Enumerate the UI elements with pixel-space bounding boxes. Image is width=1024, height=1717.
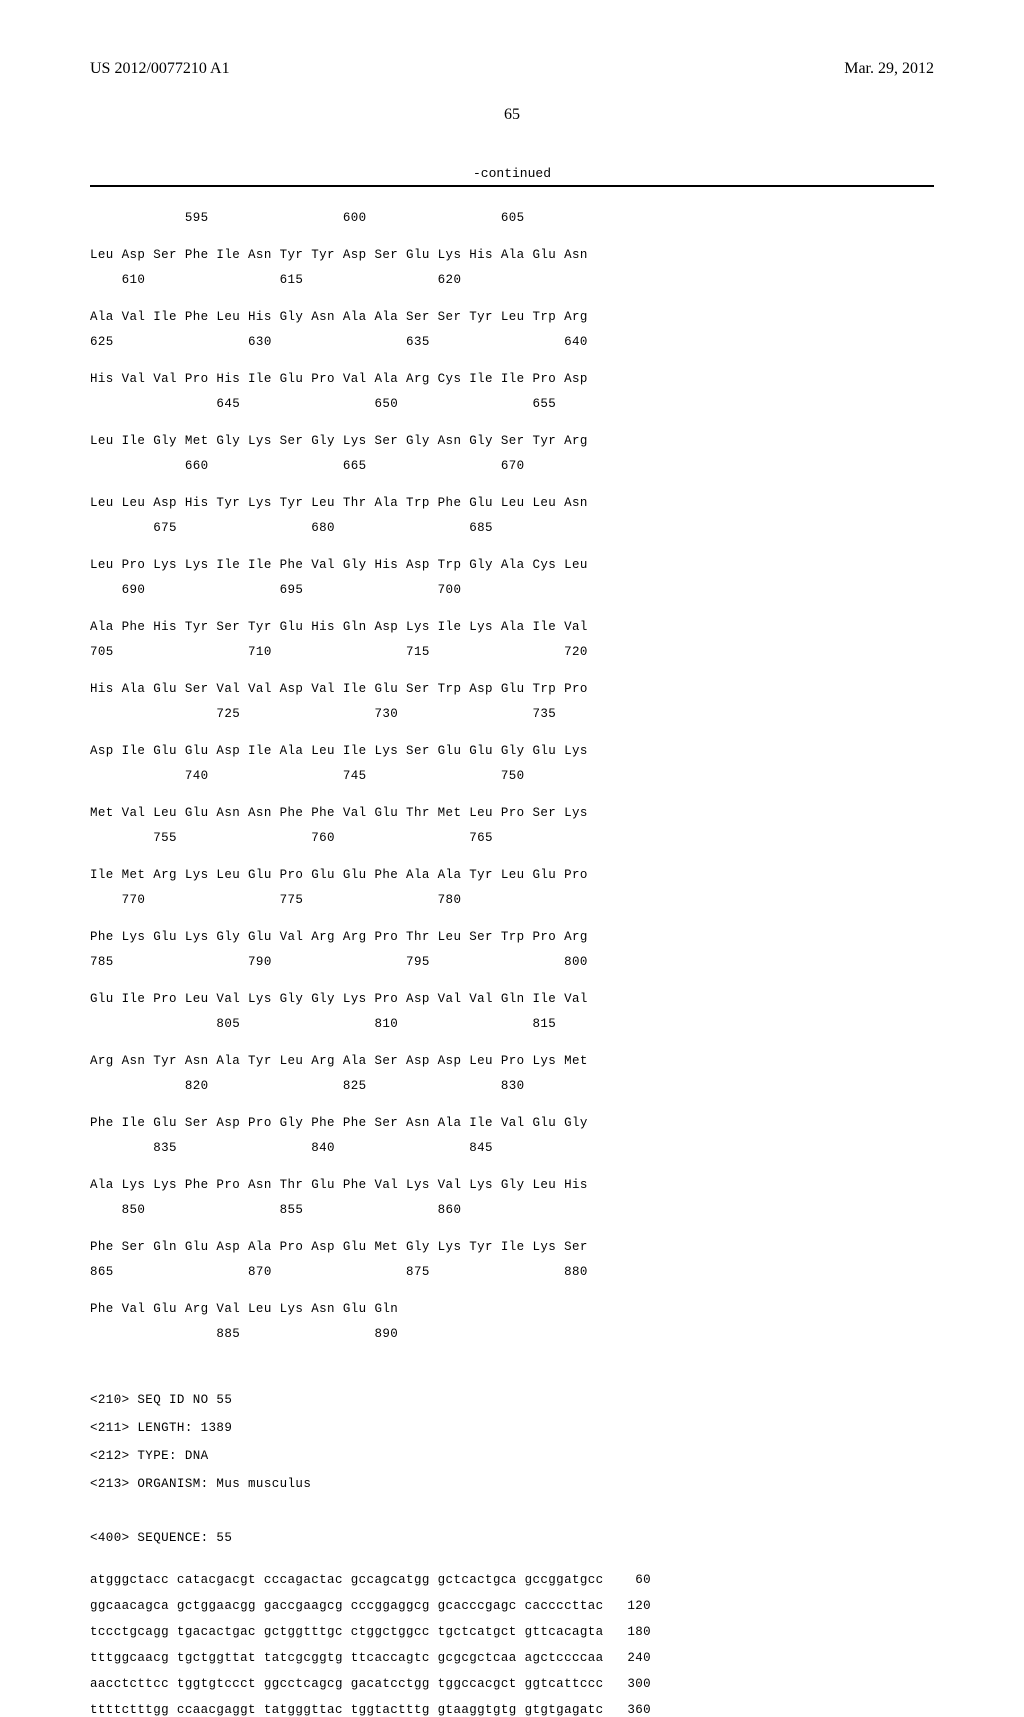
page-number: 65 (90, 106, 934, 124)
amino-acid-row: Ala Val Ile Phe Leu His Gly Asn Ala Ala … (90, 311, 934, 324)
dna-row: atgggctacc catacgacgt cccagactac gccagca… (90, 1573, 934, 1587)
position-numbers: 755 760 765 (90, 832, 934, 845)
position-numbers: 770 775 780 (90, 894, 934, 907)
amino-acid-row: Leu Leu Asp His Tyr Lys Tyr Leu Thr Ala … (90, 497, 934, 510)
position-numbers: 625 630 635 640 (90, 336, 934, 349)
amino-acid-row: Arg Asn Tyr Asn Ala Tyr Leu Arg Ala Ser … (90, 1055, 934, 1068)
amino-acid-row: Met Val Leu Glu Asn Asn Phe Phe Val Glu … (90, 807, 934, 820)
dna-row: ggcaacagca gctggaacgg gaccgaagcg cccggag… (90, 1599, 934, 1613)
position-numbers: 705 710 715 720 (90, 646, 934, 659)
position-numbers: 660 665 670 (90, 460, 934, 473)
amino-acid-row: Ala Lys Lys Phe Pro Asn Thr Glu Phe Val … (90, 1179, 934, 1192)
position-numbers: 865 870 875 880 (90, 1266, 934, 1279)
protein-sequence-listing: 595 600 605 Leu Asp Ser Phe Ile Asn Tyr … (90, 199, 934, 1365)
seq-sequence-line: <400> SEQUENCE: 55 (90, 1531, 934, 1545)
seq-organism-line: <213> ORGANISM: Mus musculus (90, 1477, 934, 1491)
amino-acid-row: Asp Ile Glu Glu Asp Ile Ala Leu Ile Lys … (90, 745, 934, 758)
dna-row: ttttctttgg ccaacgaggt tatgggttac tggtact… (90, 1703, 934, 1717)
position-numbers: 610 615 620 (90, 274, 934, 287)
amino-acid-row: Phe Lys Glu Lys Gly Glu Val Arg Arg Pro … (90, 931, 934, 944)
position-numbers: 690 695 700 (90, 584, 934, 597)
sequence-metadata: <210> SEQ ID NO 55 <211> LENGTH: 1389 <2… (90, 1379, 934, 1559)
amino-acid-row: Ile Met Arg Lys Leu Glu Pro Glu Glu Phe … (90, 869, 934, 882)
amino-acid-row: Phe Ile Glu Ser Asp Pro Gly Phe Phe Ser … (90, 1117, 934, 1130)
position-numbers: 805 810 815 (90, 1018, 934, 1031)
divider (90, 185, 934, 187)
header: US 2012/0077210 A1 Mar. 29, 2012 (90, 60, 934, 78)
seq-type-line: <212> TYPE: DNA (90, 1449, 934, 1463)
position-numbers: 675 680 685 (90, 522, 934, 535)
amino-acid-row: Phe Val Glu Arg Val Leu Lys Asn Glu Gln (90, 1303, 934, 1316)
position-numbers: 725 730 735 (90, 708, 934, 721)
position-numbers: 785 790 795 800 (90, 956, 934, 969)
dna-sequence-listing: atgggctacc catacgacgt cccagactac gccagca… (90, 1573, 934, 1717)
amino-acid-row: Glu Ile Pro Leu Val Lys Gly Gly Lys Pro … (90, 993, 934, 1006)
position-numbers: 835 840 845 (90, 1142, 934, 1155)
amino-acid-row: Phe Ser Gln Glu Asp Ala Pro Asp Glu Met … (90, 1241, 934, 1254)
dna-row: aacctcttcc tggtgtccct ggcctcagcg gacatcc… (90, 1677, 934, 1691)
publication-date: Mar. 29, 2012 (844, 60, 934, 78)
seq-length-line: <211> LENGTH: 1389 (90, 1421, 934, 1435)
position-numbers: 740 745 750 (90, 770, 934, 783)
dna-row: tccctgcagg tgacactgac gctggtttgc ctggctg… (90, 1625, 934, 1639)
position-numbers: 885 890 (90, 1328, 934, 1341)
amino-acid-row: Leu Pro Lys Lys Ile Ile Phe Val Gly His … (90, 559, 934, 572)
amino-acid-row: Leu Ile Gly Met Gly Lys Ser Gly Lys Ser … (90, 435, 934, 448)
position-numbers: 595 600 605 (90, 212, 934, 225)
position-numbers: 850 855 860 (90, 1204, 934, 1217)
position-numbers: 820 825 830 (90, 1080, 934, 1093)
publication-number: US 2012/0077210 A1 (90, 60, 230, 78)
seq-id-line: <210> SEQ ID NO 55 (90, 1393, 934, 1407)
amino-acid-row: His Val Val Pro His Ile Glu Pro Val Ala … (90, 373, 934, 386)
amino-acid-row: Leu Asp Ser Phe Ile Asn Tyr Tyr Asp Ser … (90, 249, 934, 262)
position-numbers: 645 650 655 (90, 398, 934, 411)
continued-label: -continued (90, 166, 934, 181)
amino-acid-row: Ala Phe His Tyr Ser Tyr Glu His Gln Asp … (90, 621, 934, 634)
amino-acid-row: His Ala Glu Ser Val Val Asp Val Ile Glu … (90, 683, 934, 696)
dna-row: tttggcaacg tgctggttat tatcgcggtg ttcacca… (90, 1651, 934, 1665)
